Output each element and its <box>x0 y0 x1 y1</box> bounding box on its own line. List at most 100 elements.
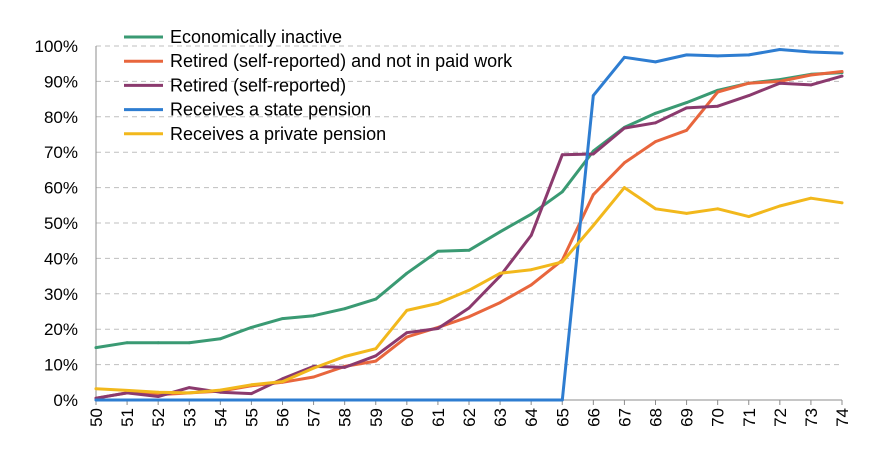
x-tick-label: 61 <box>429 408 448 427</box>
data-point <box>778 48 782 51</box>
y-axis-tick-labels: 0% 10% 20% 30% 40% 50% 60% 70% 80% 90% 100% <box>35 37 78 410</box>
data-point <box>840 51 844 55</box>
x-tick-label: 54 <box>211 408 230 427</box>
x-tick-label: 63 <box>491 408 510 427</box>
data-point <box>685 128 688 132</box>
x-tick-label: 64 <box>522 408 541 427</box>
data-point <box>716 90 720 94</box>
data-point <box>374 398 378 402</box>
data-point <box>281 380 284 383</box>
data-point <box>840 201 844 205</box>
data-point <box>250 383 253 387</box>
y-tick-label: 30% <box>44 285 78 304</box>
data-point <box>498 271 502 275</box>
x-tick-label: 56 <box>274 408 293 427</box>
data-point <box>125 341 129 345</box>
x-tick-label: 65 <box>553 408 572 427</box>
x-tick-label: 67 <box>615 408 634 427</box>
y-tick-label: 70% <box>44 143 78 162</box>
y-tick-label: 60% <box>44 179 78 198</box>
data-point <box>218 388 222 392</box>
data-point <box>436 398 440 402</box>
data-point <box>467 248 471 252</box>
data-point <box>529 398 533 402</box>
x-tick-label: 59 <box>367 408 386 427</box>
data-point <box>125 398 129 402</box>
data-point <box>218 337 222 341</box>
data-point <box>747 215 751 219</box>
data-point <box>498 230 502 234</box>
data-point <box>312 375 315 379</box>
data-point <box>125 391 129 395</box>
legend-label: Receives a state pension <box>170 100 371 120</box>
data-point <box>436 249 440 253</box>
x-tick-label: 53 <box>180 408 199 427</box>
x-tick-label: 58 <box>336 408 355 427</box>
data-point <box>747 81 751 85</box>
data-point <box>467 315 471 319</box>
data-point <box>623 126 626 130</box>
data-point <box>343 355 347 358</box>
x-tick-label: 50 <box>87 408 106 427</box>
data-point <box>156 341 160 345</box>
data-point <box>405 398 409 402</box>
data-point <box>250 326 253 329</box>
x-tick-label: 69 <box>678 408 697 427</box>
data-point <box>374 359 378 363</box>
data-point <box>187 391 191 395</box>
y-tick-label: 100% <box>35 37 78 56</box>
data-point <box>94 346 98 349</box>
x-tick-label: 57 <box>305 408 324 427</box>
y-tick-label: 50% <box>44 214 78 233</box>
data-point <box>94 398 98 402</box>
data-point <box>436 302 440 305</box>
data-point <box>623 161 626 165</box>
legend-item-4: Receives a state pension <box>124 100 371 120</box>
data-point <box>560 260 564 264</box>
data-point <box>436 327 440 330</box>
data-point <box>560 190 564 194</box>
data-point <box>716 104 720 108</box>
data-point <box>250 398 253 402</box>
data-point <box>529 234 533 237</box>
x-axis-tick-labels: 50 51 52 53 54 55 56 57 58 59 60 61 62 63 64 65 66 67 68 69… <box>87 408 852 427</box>
data-point <box>591 152 595 156</box>
data-point <box>498 274 502 278</box>
data-point <box>343 398 347 402</box>
data-point <box>840 74 844 78</box>
data-point <box>281 377 284 381</box>
legend-item-1: Economically inactive <box>124 27 342 47</box>
data-point <box>591 193 595 197</box>
legend-item-5: Receives a private pension <box>124 124 386 144</box>
series-points-4 <box>94 48 844 402</box>
legend-item-2: Retired (self-reported) and not in paid … <box>124 51 513 71</box>
data-point <box>125 389 129 392</box>
data-point <box>591 224 595 227</box>
data-point <box>809 50 813 54</box>
y-tick-label: 0% <box>53 391 78 410</box>
x-tick-label: 55 <box>242 408 261 427</box>
y-tick-label: 20% <box>44 320 78 339</box>
legend-label: Retired (self-reported) <box>170 75 346 95</box>
data-point <box>529 283 533 287</box>
data-point <box>809 73 813 77</box>
data-point <box>654 140 657 144</box>
x-tick-label: 72 <box>771 408 790 427</box>
x-tick-label: 66 <box>584 408 603 427</box>
legend-item-3: Retired (self-reported) <box>124 75 346 95</box>
data-point <box>654 121 657 125</box>
data-point <box>654 60 657 64</box>
data-point <box>156 395 160 398</box>
data-point <box>187 341 191 345</box>
data-point <box>591 94 595 97</box>
data-point <box>312 314 315 318</box>
data-point <box>654 207 657 211</box>
data-point <box>654 111 657 115</box>
data-point <box>405 331 409 335</box>
y-tick-label: 10% <box>44 356 78 375</box>
series-lines <box>94 48 844 402</box>
series-points-3 <box>94 74 844 400</box>
series-line-2 <box>94 70 844 400</box>
data-point <box>312 398 315 402</box>
data-point <box>529 268 533 272</box>
